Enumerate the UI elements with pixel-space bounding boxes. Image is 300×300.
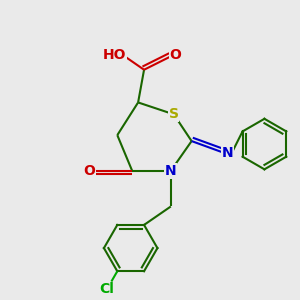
Text: O: O	[83, 164, 95, 178]
Text: HO: HO	[103, 48, 126, 62]
Text: N: N	[165, 164, 177, 178]
Text: O: O	[169, 48, 181, 62]
Text: Cl: Cl	[100, 282, 114, 296]
Text: N: N	[221, 146, 233, 160]
Text: S: S	[169, 107, 179, 121]
